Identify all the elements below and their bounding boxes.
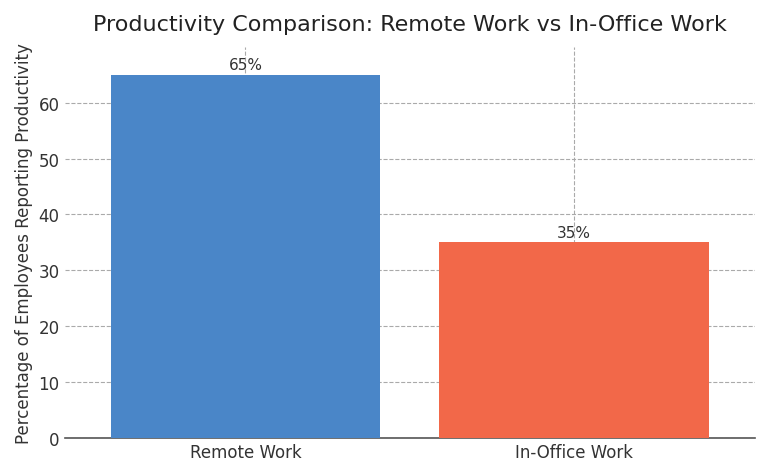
Y-axis label: Percentage of Employees Reporting Productivity: Percentage of Employees Reporting Produc… [15, 43, 33, 443]
Bar [440, 243, 709, 438]
Text: 35%: 35% [557, 225, 591, 240]
Title: Productivity Comparison: Remote Work vs In-Office Work: Productivity Comparison: Remote Work vs … [93, 15, 727, 35]
Bar [111, 76, 380, 438]
Text: 65%: 65% [229, 58, 263, 73]
